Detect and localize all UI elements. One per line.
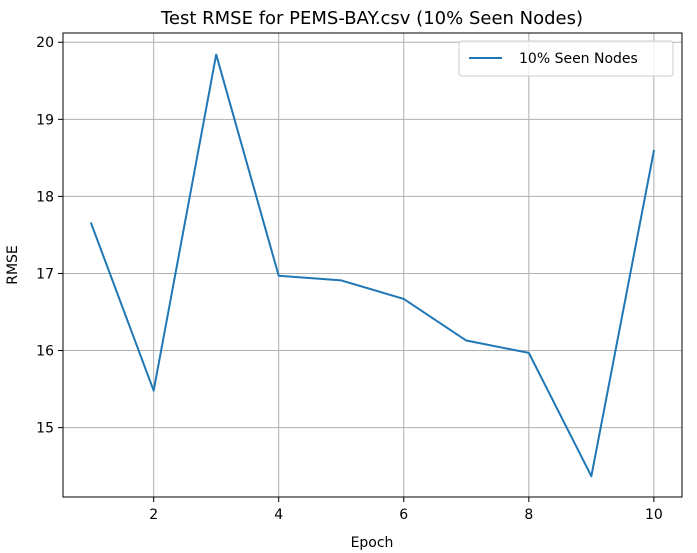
y-tick-label: 17 [36, 266, 54, 282]
y-tick-label: 16 [36, 344, 54, 360]
x-tick-label: 10 [645, 507, 663, 523]
legend-box [458, 40, 674, 77]
chart-title: Test RMSE for PEMS-BAY.csv (10% Seen Nod… [160, 8, 583, 29]
x-tick-label: 4 [274, 507, 283, 523]
plot-area [89, 53, 656, 478]
x-tick-label: 8 [524, 507, 533, 523]
plot-frame [62, 32, 683, 498]
y-tick-label: 20 [36, 35, 54, 51]
series-line [89, 53, 656, 478]
y-axis-label: RMSE [5, 245, 21, 285]
y-tick-label: 19 [36, 112, 54, 128]
x-tick-label: 2 [149, 507, 158, 523]
legend-label: 10% Seen Nodes [519, 51, 638, 67]
axis-ticks: 2 4 6 8 10 15 16 17 18 19 20 [36, 35, 663, 523]
x-tick-label: 6 [399, 507, 408, 523]
y-tick-label: 15 [36, 421, 54, 437]
y-tick-label: 18 [36, 189, 54, 205]
x-axis-label: Epoch [351, 535, 394, 551]
grid-lines [63, 33, 682, 497]
legend: 10% Seen Nodes [458, 40, 674, 77]
